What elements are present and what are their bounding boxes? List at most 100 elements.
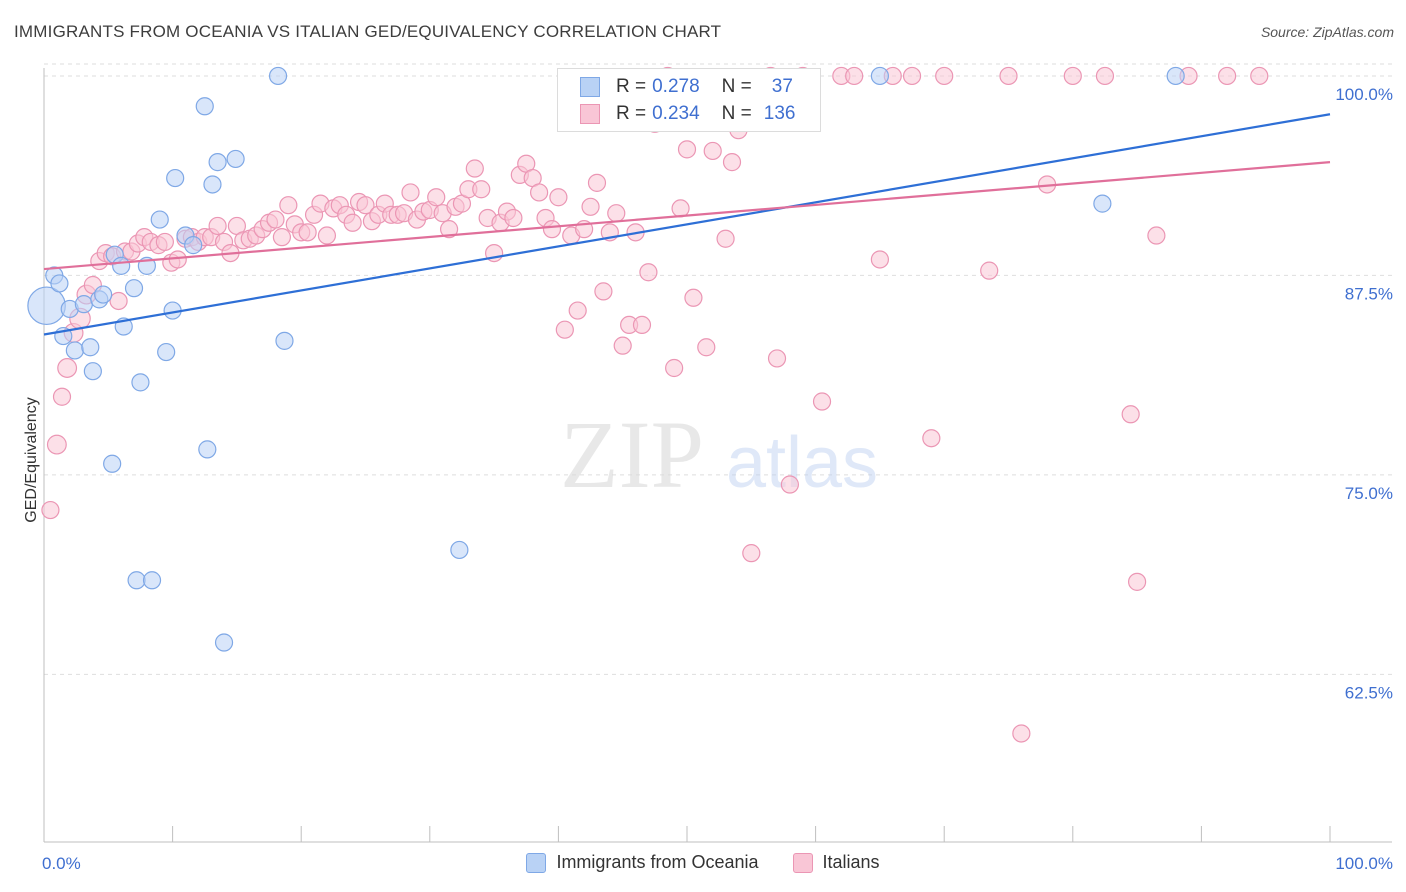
oceania-point — [203, 175, 222, 194]
watermark-zip: ZIP — [560, 401, 704, 508]
x-tick-label: 0.0% — [42, 854, 81, 873]
italians-point — [632, 315, 652, 335]
italians-point — [401, 183, 420, 202]
italians-point — [716, 229, 735, 248]
legend-label-oceania: Immigrants from Oceania — [556, 852, 759, 872]
stats-n-label: N = — [721, 76, 752, 97]
correlation-stats-box: R = 0.278 N = 37 R = 0.234 N = 136 — [557, 68, 821, 132]
stats-r-label: R = — [616, 76, 647, 97]
oceania-point — [157, 342, 176, 362]
oceania-point — [870, 66, 890, 86]
tick-labels: 62.5% 75.0% 87.5% 100.0% 0.0% 100.0% — [42, 85, 1393, 873]
italians-point — [1250, 66, 1269, 86]
italians-point — [465, 159, 484, 178]
italians-point — [109, 291, 128, 311]
italians-point — [279, 196, 298, 215]
italians-point — [742, 544, 761, 563]
italians-point — [1095, 66, 1115, 86]
oceania-point — [1093, 194, 1112, 213]
y-tick-label: 62.5% — [1345, 683, 1393, 702]
italians-point — [587, 173, 607, 192]
legend-item-italians: Italians — [792, 852, 880, 873]
y-tick-label: 87.5% — [1345, 284, 1393, 303]
oceania-point — [150, 210, 169, 229]
italians-point — [266, 210, 285, 229]
italians-point — [1147, 226, 1166, 245]
italians-point — [155, 232, 174, 252]
italians-point — [639, 263, 658, 282]
italians-point — [272, 228, 292, 247]
italians-point — [935, 66, 954, 86]
italians-point — [870, 250, 890, 269]
italians-point — [46, 434, 67, 455]
y-axis-label: GED/Equivalency — [23, 397, 40, 522]
legend-label-italians: Italians — [822, 852, 880, 872]
legend-swatch-oceania — [526, 852, 547, 873]
grid-lines — [44, 63, 1392, 675]
stats-r-value: 0.278 — [652, 76, 700, 97]
oceania-point — [65, 341, 84, 360]
watermark-atlas: atlas — [726, 423, 878, 503]
italians-point — [317, 226, 337, 245]
italians-point — [684, 288, 703, 307]
italians-point — [530, 183, 549, 202]
italians-point — [343, 213, 362, 232]
stats-swatch-oceania — [580, 77, 600, 97]
trend-lines — [43, 113, 1331, 336]
oceania-point — [142, 571, 162, 590]
oceania-point — [208, 153, 227, 172]
stats-n-value: 136 — [763, 103, 796, 124]
italians-point — [208, 216, 227, 236]
oceania-point — [74, 295, 93, 314]
stats-row-oceania: R = 0.278 N = 37 — [580, 75, 793, 99]
italians-point — [542, 220, 562, 239]
oceania-point — [112, 256, 131, 275]
oceania-point — [50, 274, 69, 293]
italians-point — [1218, 66, 1237, 86]
oceania-point — [131, 373, 150, 392]
oceania-point — [268, 66, 288, 86]
italians-point — [581, 197, 600, 216]
italians-point — [1063, 66, 1082, 86]
chart-title: IMMIGRANTS FROM OCEANIA VS ITALIAN GED/E… — [14, 22, 722, 41]
oceania-point — [184, 236, 203, 255]
italians-point — [549, 188, 568, 207]
oceania-point — [275, 331, 294, 350]
italians-point — [922, 429, 941, 448]
italians-point — [665, 358, 684, 378]
italians-point — [439, 220, 459, 239]
italians-point — [594, 282, 613, 301]
italians-point — [980, 261, 999, 280]
italians-point — [472, 180, 491, 199]
italians-point — [52, 387, 72, 406]
oceania-point — [94, 285, 113, 304]
oceania-point — [27, 286, 66, 326]
italians-point — [999, 66, 1018, 86]
oceania-point — [226, 149, 245, 169]
oceania-points — [27, 66, 1185, 652]
stats-swatch-italians — [580, 104, 600, 124]
x-tick-label: 100.0% — [1335, 854, 1393, 873]
italians-point — [356, 196, 375, 215]
italians-point — [767, 349, 787, 368]
stats-row-italians: R = 0.234 N = 136 — [580, 102, 795, 126]
italians-point — [902, 66, 922, 86]
italians-point — [555, 320, 574, 339]
oceania-point — [81, 338, 100, 357]
oceania-point — [195, 97, 214, 116]
italians-point — [1121, 405, 1140, 424]
italians-point — [671, 199, 690, 218]
legend: Immigrants from Oceania Italians — [0, 852, 1406, 873]
oceania-point — [127, 571, 146, 590]
oceania-point — [198, 440, 217, 459]
oceania-point — [214, 633, 234, 652]
italians-point — [722, 153, 742, 172]
stats-r-value: 0.234 — [652, 103, 700, 124]
oceania-point — [166, 168, 185, 188]
italians-point — [703, 141, 722, 161]
axes — [43, 68, 1392, 843]
oceania-point — [1166, 66, 1185, 86]
watermark: ZIP atlas — [560, 401, 878, 508]
y-tick-label: 100.0% — [1335, 85, 1393, 104]
